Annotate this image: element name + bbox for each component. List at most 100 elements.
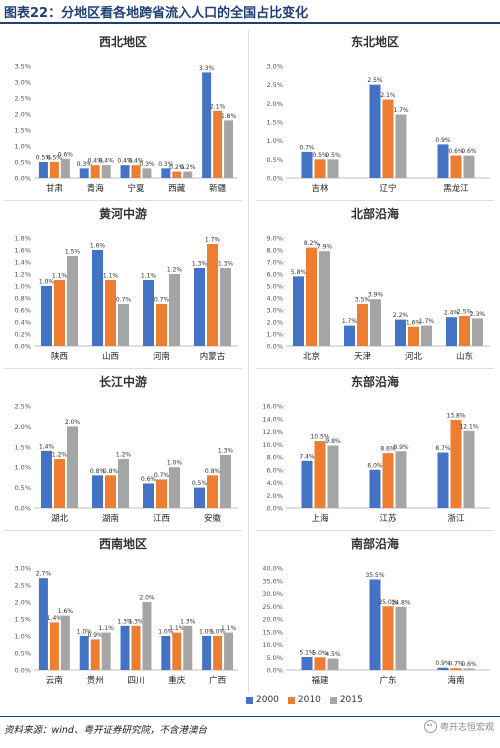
- bar-2010: [314, 657, 326, 670]
- bar-2000: [437, 667, 449, 670]
- data-label: 4.5%: [325, 651, 341, 658]
- data-label: 1.6%: [90, 243, 106, 250]
- bar-2010: [49, 162, 59, 178]
- bar-2000: [161, 168, 171, 178]
- chart-title: 西南地区: [98, 537, 147, 551]
- y-tick-label: 0.0%: [266, 667, 283, 675]
- bar-2015: [220, 268, 231, 346]
- bar-2000: [344, 325, 355, 346]
- bar-2010: [207, 244, 218, 346]
- x-tick-label: 新疆: [209, 183, 227, 194]
- data-label: 0.4%: [117, 158, 133, 165]
- bar-2010: [382, 606, 394, 670]
- data-label: 10.5%: [310, 434, 329, 441]
- data-label: 8.6%: [380, 446, 396, 453]
- bar-2015: [395, 451, 407, 508]
- bar-2000: [446, 317, 457, 346]
- x-tick-label: 云南: [46, 675, 63, 686]
- data-label: 1.7%: [342, 318, 358, 325]
- bar-2000: [369, 84, 381, 178]
- y-tick-label: 5.0%: [266, 283, 283, 291]
- data-label: 35.5%: [365, 572, 384, 579]
- data-label: 1.0%: [167, 460, 183, 467]
- y-tick-label: 1.0%: [266, 331, 283, 339]
- x-tick-label: 安徽: [204, 513, 222, 524]
- data-label: 0.5%: [36, 155, 52, 162]
- bar-2015: [370, 299, 381, 346]
- data-label: 0.7%: [299, 144, 315, 151]
- y-tick-label: 1.2%: [14, 271, 31, 279]
- x-tick-label: 福建: [311, 675, 329, 686]
- data-label: 1.1%: [99, 625, 115, 632]
- x-tick-label: 海南: [447, 675, 464, 686]
- data-label: 1.3%: [128, 618, 144, 625]
- column-divider: [248, 30, 249, 692]
- bar-2010: [382, 453, 394, 508]
- data-label: 1.1%: [169, 625, 185, 632]
- chart-panel-south-coast: 南部沿海 0.0% 5.0% 10.0% 15.0% 20.0% 25.0% 30.0% 35.…: [256, 532, 494, 692]
- data-label: 0.4%: [99, 158, 115, 165]
- chart-plot: 0.0%0.5%1.0%1.5%2.0%2.5%3.0%0.7%0.5%0.5%…: [266, 63, 490, 194]
- bar-2015: [224, 120, 234, 178]
- bar-2010: [213, 636, 223, 670]
- bar-2000: [395, 319, 406, 346]
- x-tick-label: 山东: [456, 351, 473, 362]
- y-tick-label: 1.8%: [14, 235, 31, 243]
- data-label: 13.8%: [446, 413, 465, 420]
- bar-2010: [357, 304, 368, 346]
- bar-2010: [306, 247, 317, 346]
- bar-2015: [60, 615, 70, 670]
- x-tick-label: 河南: [153, 351, 170, 362]
- data-label: 8.7%: [435, 445, 451, 452]
- chart-panel-yellow-river: 黄河中游 0.0% 0.2% 0.4% 0.6% 0.8% 1.0% 1.2% 1.4% 1.6%…: [4, 202, 242, 368]
- data-label: 0.5%: [312, 152, 328, 159]
- legend-item: 2015: [329, 695, 363, 705]
- y-tick-label: 0.0%: [14, 667, 31, 675]
- watermark-text: 粤开志恒宏观: [439, 723, 494, 733]
- y-tick-label: 6.0%: [266, 271, 283, 279]
- row-divider: [256, 530, 494, 531]
- bar-2000: [301, 656, 313, 670]
- data-label: 25.0%: [378, 599, 397, 606]
- x-tick-label: 江西: [153, 514, 170, 524]
- y-tick-label: 3.5%: [14, 63, 31, 71]
- bar-2015: [142, 168, 152, 178]
- data-label: 7.4%: [299, 453, 315, 460]
- data-label: 2.1%: [380, 92, 396, 99]
- title-rule: [0, 22, 500, 24]
- data-label: 1.5%: [65, 249, 81, 256]
- bar-2000: [38, 578, 48, 670]
- data-label: 0.6%: [58, 151, 74, 158]
- legend-swatch: [329, 696, 337, 704]
- chart-panel-northwest: 西北地区 0.0% 0.5% 1.0% 1.5% 2.0% 2.5% 3.0% 3.5% 0.5%…: [4, 30, 242, 200]
- y-tick-label: 1.4%: [14, 259, 31, 267]
- chart-plot: 0.0% 5.0% 10.0% 15.0% 20.0% 25.0% 30.0% 35.0% 40…: [262, 565, 490, 686]
- bar-2010: [314, 441, 326, 508]
- data-label: 2.0%: [65, 419, 81, 426]
- data-label: 8.2%: [304, 240, 320, 247]
- bar-2015: [472, 318, 483, 346]
- bar-2000: [79, 168, 89, 178]
- y-tick-label: 0.2%: [14, 331, 31, 339]
- chart-plot: 0.0% 0.5% 1.0% 1.5% 2.0% 2.5% 3.0% 2.7% 1.4%1.6%…: [14, 565, 238, 686]
- bar-2010: [105, 475, 116, 508]
- y-tick-label: 0.5%: [14, 650, 31, 658]
- bar-2015: [142, 602, 152, 670]
- bar-2015: [395, 114, 407, 178]
- x-tick-label: 河北: [405, 351, 423, 362]
- data-label: 2.4%: [444, 310, 460, 317]
- data-label: 1.1%: [141, 273, 157, 280]
- y-tick-label: 1.5%: [14, 443, 31, 451]
- bar-2015: [463, 430, 475, 508]
- chart-title: 西北地区: [98, 35, 147, 49]
- data-label: 0.6%: [141, 476, 157, 483]
- y-tick-label: 4.0%: [266, 479, 283, 487]
- y-tick-label: 0.8%: [14, 295, 31, 303]
- data-label: 3.3%: [199, 65, 215, 72]
- x-tick-label: 辽宁: [379, 183, 396, 194]
- data-label: 0.7%: [154, 297, 170, 304]
- bar-2000: [202, 636, 212, 670]
- y-tick-label: 1.0%: [14, 143, 31, 151]
- data-label: 1.3%: [192, 261, 208, 268]
- data-label: 0.9%: [88, 632, 104, 639]
